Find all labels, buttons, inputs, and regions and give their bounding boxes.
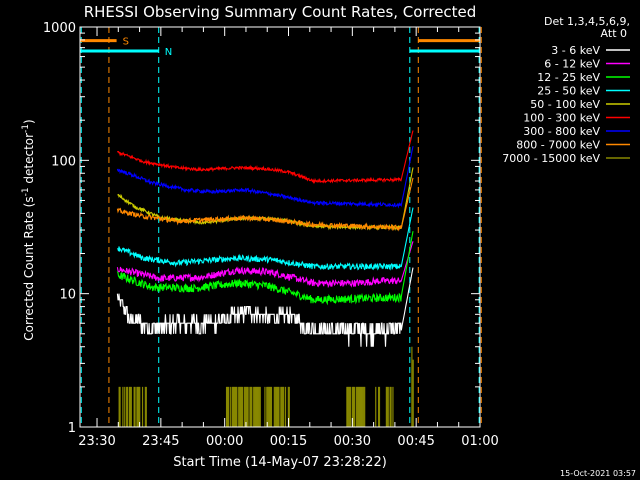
x-tick-label: 00:00 xyxy=(206,434,243,449)
series-line xyxy=(116,130,414,184)
y-tick-label: 1000 xyxy=(43,21,76,36)
y-tick-label: 100 xyxy=(51,154,76,169)
series-layer xyxy=(116,130,414,427)
flag-label: N xyxy=(165,47,172,58)
legend-label: 6 - 12 keV xyxy=(544,58,600,71)
legend-header-1: Det 1,3,4,5,6,9, xyxy=(544,15,630,28)
legend-label: 50 - 100 keV xyxy=(530,98,600,111)
series-line xyxy=(116,207,414,271)
chart-title: RHESSI Observing Summary Count Rates, Co… xyxy=(84,3,477,21)
plot-area xyxy=(80,27,482,427)
x-tick-label: 00:45 xyxy=(397,434,434,449)
y-axis: 1 10 100 1000 xyxy=(43,21,480,436)
y-axis-label: Corrected Count Rate (s-1 detector-1) xyxy=(21,119,36,340)
flag-label: S xyxy=(123,37,129,48)
x-tick-label: 23:30 xyxy=(78,434,115,449)
x-tick-label: 00:15 xyxy=(270,434,307,449)
legend-label: 100 - 300 keV xyxy=(523,112,600,125)
timestamp: 15-Oct-2021 03:57 xyxy=(560,469,636,478)
x-axis: 23:30 23:45 00:00 00:15 00:30 00:45 01:00 xyxy=(78,27,499,449)
x-tick-label: 00:30 xyxy=(334,434,371,449)
y-axis-label-end: ) xyxy=(22,119,36,124)
legend-header-2: Att 0 xyxy=(601,27,627,40)
series-line xyxy=(116,231,414,306)
legend-label: 800 - 7000 keV xyxy=(516,139,600,152)
legend-label: 25 - 50 keV xyxy=(537,85,600,98)
y-tick-label: 10 xyxy=(59,288,76,303)
series-line xyxy=(116,267,414,347)
x-tick-label: 23:45 xyxy=(142,434,179,449)
legend-label: 7000 - 15000 keV xyxy=(502,152,600,165)
x-tick-label: 01:00 xyxy=(461,434,498,449)
y-axis-label-mid: detector xyxy=(22,133,36,188)
legend-label: 300 - 800 keV xyxy=(523,125,600,138)
y-tick-label: 1 xyxy=(68,421,76,436)
legend-label: 3 - 6 keV xyxy=(551,44,600,57)
flags-layer: SN xyxy=(80,37,480,58)
series-line xyxy=(116,146,414,209)
x-axis-label: Start Time (14-May-07 23:28:22) xyxy=(173,455,387,470)
legend-label: 12 - 25 keV xyxy=(537,71,600,84)
series-line xyxy=(116,177,414,232)
series-line xyxy=(116,241,414,289)
y-axis-label-sup2: -1 xyxy=(21,124,31,133)
plot-frame xyxy=(79,26,481,428)
y-axis-label-sup1: -1 xyxy=(21,187,31,196)
y-axis-label-main: Corrected Count Rate (s xyxy=(22,196,36,340)
